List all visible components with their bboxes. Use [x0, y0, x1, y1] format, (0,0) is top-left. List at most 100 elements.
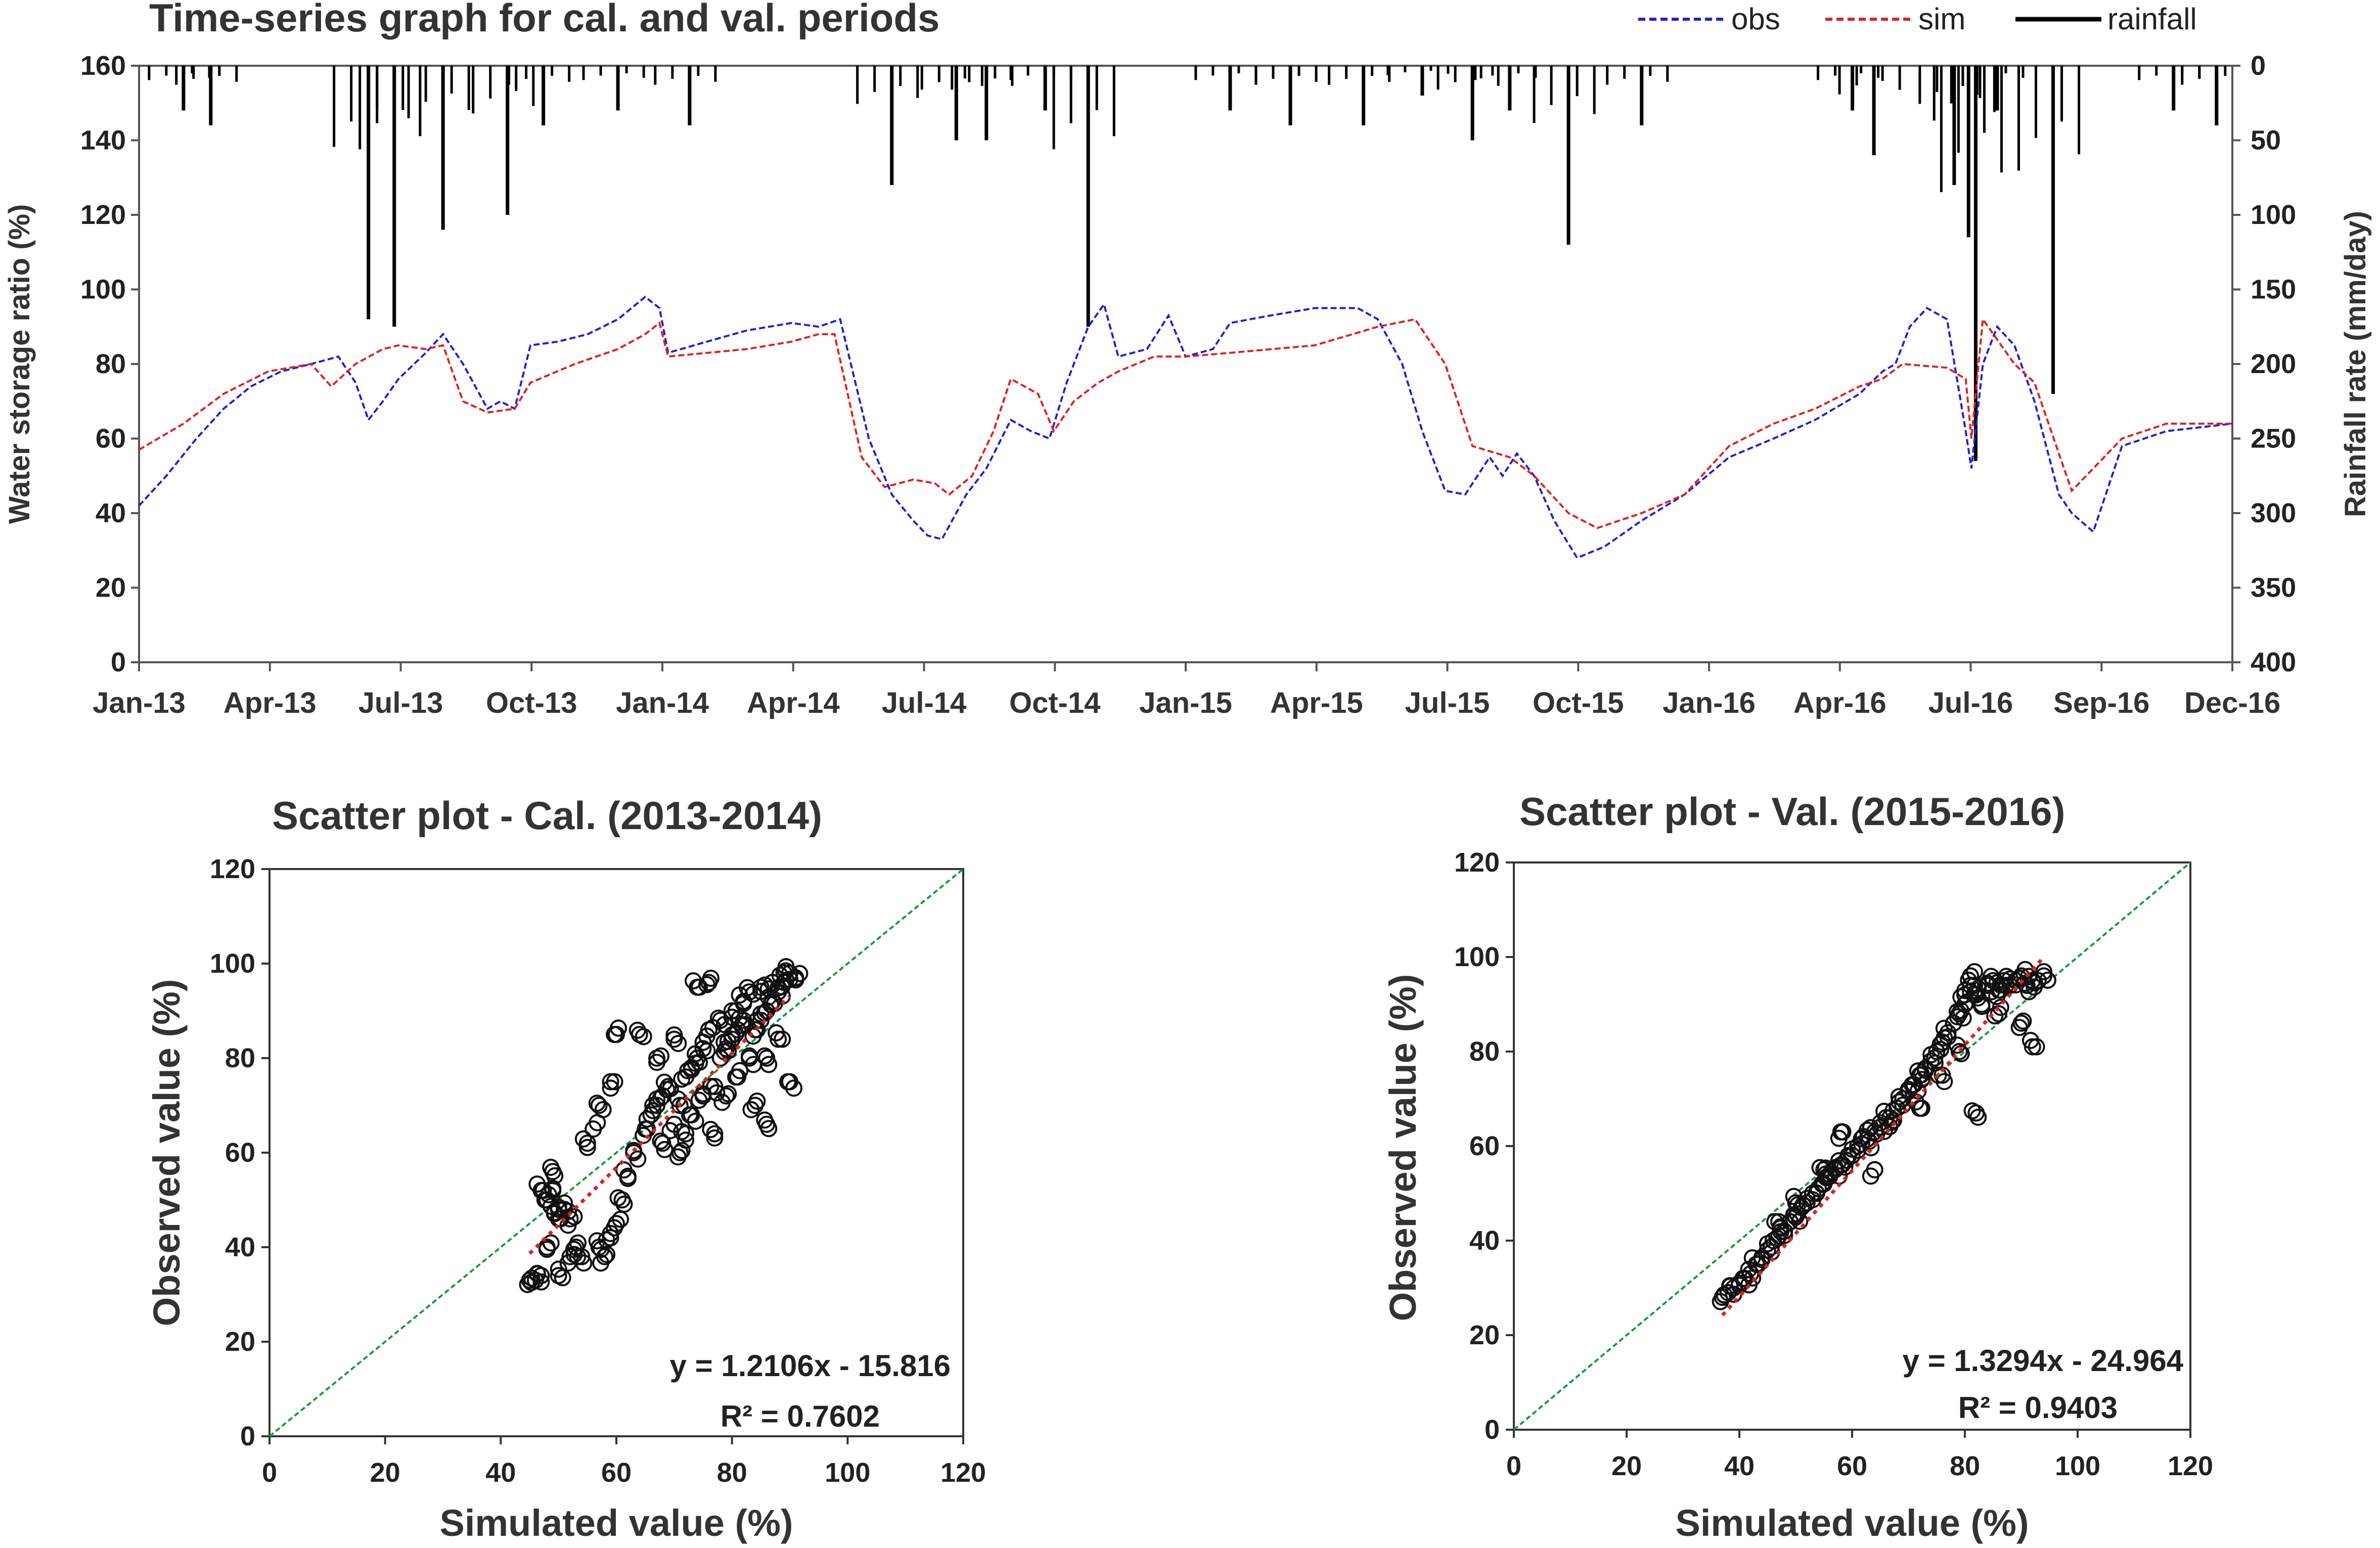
- scatter-point: [1871, 1118, 1889, 1136]
- scatter-point: [532, 1273, 550, 1291]
- scatter-point: [1986, 1007, 2004, 1025]
- scatter-point: [706, 1125, 724, 1143]
- scatter-point: [575, 1254, 593, 1272]
- scatter-point: [1952, 1045, 1970, 1063]
- y-tick-label: 40: [225, 1232, 255, 1262]
- x-tick-label: Oct-13: [486, 687, 577, 719]
- scatter-point: [677, 1131, 695, 1149]
- x-tick-label: 20: [1611, 1451, 1642, 1481]
- scatter-point: [744, 1027, 762, 1045]
- scatter-cal-points: [519, 958, 809, 1293]
- scatter-point: [1788, 1205, 1806, 1223]
- scatter-point: [1945, 1014, 1962, 1032]
- scatter-cal-y-label: Observed value (%): [146, 979, 188, 1327]
- scatter-point: [629, 1150, 647, 1168]
- scatter-point: [1969, 1108, 1987, 1126]
- scatter-point: [768, 1024, 785, 1041]
- scatter-val-chart: Scatter plot - Val. (2015-2016) 0 20 40 60 8…: [1382, 789, 2213, 1544]
- y-tick-label: 20: [96, 573, 126, 603]
- scatter-point: [711, 1012, 729, 1029]
- scatter-point: [659, 1078, 677, 1096]
- scatter-point: [1862, 1167, 1879, 1185]
- scatter-point: [594, 1101, 612, 1118]
- scatter-point: [770, 983, 787, 1001]
- scatter-point: [1988, 988, 2005, 1006]
- scatter-point: [574, 1130, 592, 1148]
- scatter-point: [669, 1148, 687, 1166]
- y-tick-label: 80: [225, 1043, 255, 1073]
- y2-tick-label: 400: [2251, 647, 2296, 677]
- scatter-point: [713, 1094, 731, 1111]
- y-tick-label: 160: [80, 51, 126, 81]
- scatter-point: [690, 1091, 708, 1109]
- scatter-point: [748, 1092, 766, 1110]
- scatter-point: [534, 1181, 552, 1199]
- scatter-point: [625, 1142, 643, 1159]
- scatter-point: [1913, 1100, 1930, 1117]
- scatter-point: [598, 1231, 615, 1249]
- y-tick-label: 120: [80, 200, 126, 230]
- timeseries-plot-area: [138, 65, 2233, 663]
- scatter-point: [1992, 998, 2009, 1016]
- scatter-point: [605, 1026, 623, 1043]
- scatter-point: [542, 1158, 560, 1176]
- timeseries-y2-label: Rainfall rate (mm/day): [2339, 211, 2372, 517]
- y2-tick-label: 300: [2251, 498, 2296, 528]
- scatter-point: [1954, 1009, 1972, 1027]
- scatter-point: [528, 1175, 546, 1193]
- scatter-point: [578, 1134, 596, 1152]
- scatter-point: [665, 1026, 683, 1044]
- legend-sim-label: sim: [1918, 2, 1965, 36]
- y-tick-label: 80: [1469, 1036, 1500, 1067]
- x-tick-label: Apr-16: [1793, 687, 1887, 719]
- x-tick-label: Jan-14: [616, 687, 709, 719]
- scatter-point: [602, 1073, 619, 1090]
- x-tick-label: Apr-14: [747, 687, 840, 719]
- scatter-point: [1839, 1147, 1857, 1164]
- scatter-point: [1965, 963, 1983, 980]
- y-tick-label: 0: [1485, 1415, 1500, 1445]
- scatter-point: [628, 1021, 646, 1039]
- scatter-point: [1721, 1277, 1739, 1295]
- obs-series-line: [138, 295, 2233, 559]
- scatter-point: [720, 1085, 737, 1103]
- x-tick-label: Sep-16: [2053, 687, 2149, 719]
- scatter-val-title: Scatter plot - Val. (2015-2016): [1519, 789, 2065, 834]
- x-tick-label: Jul-15: [1405, 687, 1490, 719]
- scatter-point: [652, 1132, 669, 1150]
- y-tick-label: 40: [1469, 1225, 1500, 1256]
- scatter-point: [565, 1246, 583, 1263]
- scatter-point: [648, 1054, 666, 1071]
- scatter-point: [652, 1089, 669, 1107]
- x-tick-label: 60: [1837, 1451, 1867, 1481]
- y-tick-label: 60: [96, 424, 126, 454]
- scatter-cal-x-label: Simulated value (%): [439, 1502, 793, 1544]
- scatter-point: [1791, 1212, 1809, 1230]
- legend-obs-label: obs: [1731, 2, 1780, 36]
- scatter-point: [615, 1195, 633, 1213]
- scatter-cal-r2: R² = 0.7602: [721, 1399, 880, 1433]
- scatter-point: [787, 971, 804, 989]
- scatter-cal-fit-line: [528, 994, 791, 1255]
- sim-series-line: [138, 316, 2232, 529]
- scatter-cal-one-to-one-line: [268, 868, 964, 1437]
- scatter-point: [590, 1097, 608, 1114]
- scatter-point: [702, 1078, 720, 1096]
- x-tick-label: Apr-15: [1270, 687, 1363, 719]
- scatter-point: [742, 1101, 760, 1118]
- scatter-point: [1935, 1020, 1953, 1037]
- scatter-point: [1794, 1196, 1812, 1214]
- scatter-point: [2035, 967, 2053, 985]
- x-tick-label: 80: [717, 1458, 747, 1488]
- scatter-point: [554, 1269, 571, 1287]
- x-tick-label: Jan-16: [1663, 687, 1756, 719]
- scatter-point: [585, 1120, 602, 1138]
- scatter-point: [1952, 1002, 1970, 1020]
- scatter-val-equation: y = 1.3294x - 24.964: [1903, 1344, 2184, 1378]
- scatter-point: [760, 1120, 778, 1137]
- scatter-point: [528, 1264, 546, 1282]
- scatter-point: [560, 1203, 577, 1220]
- x-tick-label: 100: [825, 1458, 870, 1488]
- scatter-point: [556, 1194, 573, 1212]
- scatter-point: [1891, 1093, 1908, 1111]
